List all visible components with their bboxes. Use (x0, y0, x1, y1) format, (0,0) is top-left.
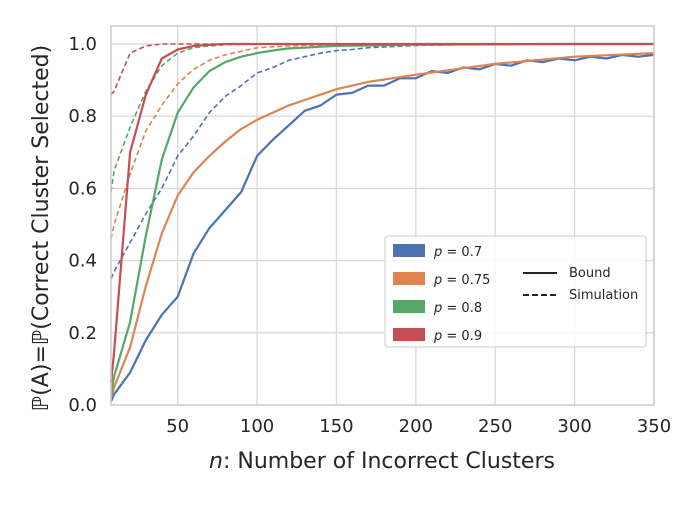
y-tick-label: 0.4 (68, 251, 97, 272)
bound-line-p0-9 (109, 42, 654, 384)
legend-label: p = 0.8 (433, 301, 482, 316)
y-axis-ticks: 0.0 0.2 0.4 0.6 0.8 1.0 (68, 34, 97, 416)
legend: p = 0.7 p = 0.75 p = 0.8 p = 0.9 Bound Simul… (384, 235, 647, 348)
plot-lines (109, 42, 655, 402)
x-axis-label-text: : Number of Incorrect Clusters (223, 449, 555, 474)
y-tick-label: 0.6 (68, 178, 97, 199)
legend-label: p = 0.9 (433, 329, 482, 344)
x-tick-label: 150 (319, 416, 353, 437)
x-axis-label: n: Number of Incorrect Clusters (209, 449, 555, 474)
x-tick-label: 350 (637, 416, 671, 437)
legend-box (384, 235, 647, 348)
x-tick-label: 250 (478, 416, 512, 437)
legend-linestyles: Bound Simulation (523, 266, 638, 303)
y-tick-label: 0.8 (68, 106, 97, 127)
y-axis-label: ℙ(A)=ℙ(Correct Cluster Selected) (29, 45, 54, 411)
grid-lines (111, 26, 655, 405)
legend-label: p = 0.75 (433, 273, 490, 288)
legend-entries: p = 0.7 p = 0.75 p = 0.8 p = 0.9 (393, 244, 490, 344)
x-tick-label: 300 (557, 416, 591, 437)
y-tick-label: 1.0 (68, 34, 97, 55)
legend-linestyle-label: Bound (569, 266, 611, 281)
x-axis-label-var: n (209, 449, 223, 474)
legend-swatch (393, 300, 425, 313)
y-tick-label: 0.0 (68, 395, 97, 416)
legend-swatch (393, 272, 425, 285)
legend-swatch (393, 244, 425, 257)
bound-line-p0-7 (109, 53, 655, 402)
simulation-line-p0-8 (110, 43, 654, 193)
x-axis-ticks: 50 100 150 200 250 300 350 (166, 416, 671, 437)
simulation-line-p0-75 (110, 43, 654, 240)
x-tick-label: 50 (166, 416, 189, 437)
plot-frame (110, 25, 655, 406)
simulation-line-p0-9 (110, 43, 654, 96)
x-tick-label: 100 (240, 416, 274, 437)
x-tick-label: 200 (399, 416, 433, 437)
y-tick-label: 0.2 (68, 323, 97, 344)
legend-label: p = 0.7 (433, 245, 482, 260)
legend-swatch (393, 328, 425, 341)
legend-linestyle-label: Simulation (569, 288, 638, 303)
bound-line-p0-75 (109, 52, 655, 399)
